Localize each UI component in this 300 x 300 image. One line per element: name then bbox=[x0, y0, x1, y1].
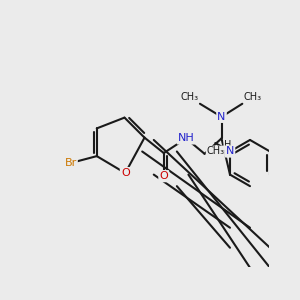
Text: Br: Br bbox=[64, 158, 77, 168]
Text: NH: NH bbox=[178, 134, 194, 143]
Text: CH₃: CH₃ bbox=[180, 92, 198, 102]
Text: H: H bbox=[224, 140, 231, 150]
Text: CH₃: CH₃ bbox=[244, 92, 262, 102]
Text: N: N bbox=[226, 146, 234, 157]
Text: N: N bbox=[217, 112, 226, 122]
Text: O: O bbox=[121, 168, 130, 178]
Text: CH₃: CH₃ bbox=[206, 146, 224, 156]
Text: O: O bbox=[159, 171, 168, 181]
